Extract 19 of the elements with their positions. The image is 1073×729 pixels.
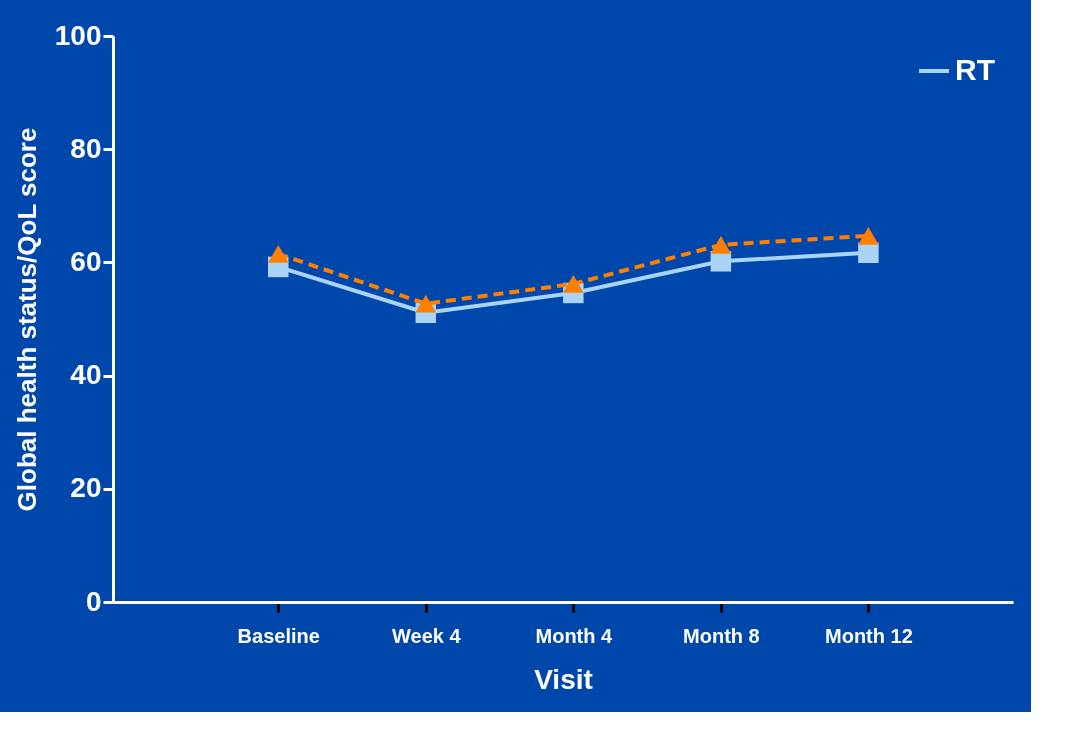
- x-tick-label: Week 4: [392, 624, 462, 647]
- y-tick-label: 20: [70, 472, 102, 504]
- point: [563, 275, 584, 293]
- y-tick-label: 0: [85, 585, 102, 617]
- y-axis-title: Global health status/QoL score: [11, 127, 42, 512]
- y-tick-label: 40: [70, 359, 102, 391]
- x-tick-label: Month 12: [825, 624, 913, 647]
- x-tick-label: Month 4: [535, 624, 614, 647]
- y-tick-label: 100: [54, 19, 102, 51]
- x-tick-label: Month 8: [683, 624, 760, 647]
- y-tick-label: 80: [70, 132, 102, 164]
- legend-label: RT: [955, 53, 995, 86]
- point: [268, 245, 289, 263]
- y-tick-label: 60: [70, 245, 102, 277]
- point: [858, 226, 879, 245]
- x-axis-title: Visit: [534, 663, 593, 695]
- point: [415, 294, 437, 313]
- point: [710, 235, 732, 254]
- x-tick-label: Baseline: [237, 624, 320, 647]
